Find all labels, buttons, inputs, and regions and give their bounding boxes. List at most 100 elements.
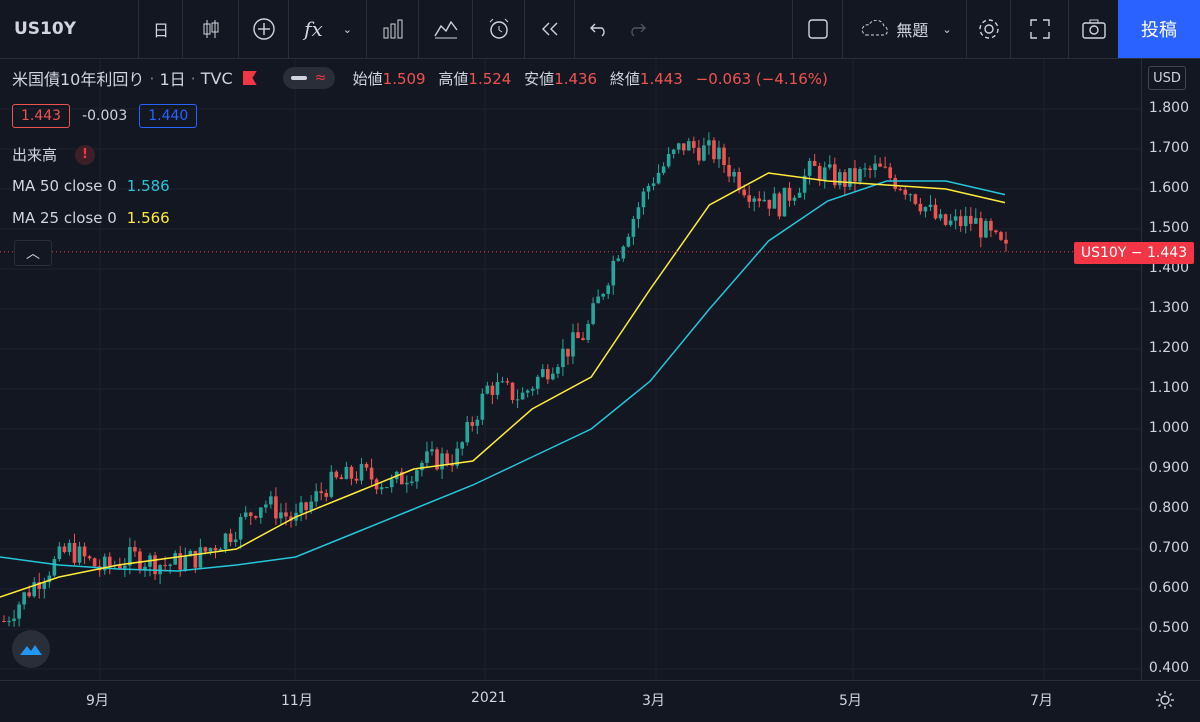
candle-body [480,393,485,420]
alarm-clock-icon [489,18,509,39]
candle-body [838,172,842,186]
price-tick: 1.000 [1148,420,1189,436]
candle-body [948,220,953,225]
publish-label: 投稿 [1141,20,1177,41]
candle-body [420,462,424,471]
ma50-label: MA 50 close 0 [12,177,117,195]
candle-body [586,323,590,340]
alerts-chart-button[interactable] [418,0,473,58]
tradingview-logo-button[interactable] [12,630,50,668]
candle-body [319,491,324,494]
flag-icon[interactable] [242,71,257,85]
price-tick: 0.800 [1148,500,1189,516]
candle-body [540,369,545,377]
price-tick: 0.900 [1148,460,1189,476]
candle-body [425,451,429,463]
candle-body [913,194,918,204]
candle-body [223,533,228,549]
candle-body [863,168,867,170]
price-axis[interactable]: 1.800 1.700 1.600 1.500 1.400 1.300 1.200 1.100… [1141,59,1200,680]
instrument-name: 米国債10年利回り [12,70,145,89]
candle-body [792,197,797,201]
price-tick: 0.700 [1148,540,1189,556]
settings-button[interactable] [966,0,1011,58]
templates-button[interactable] [366,0,419,58]
candle-body [198,547,203,568]
candle-body [233,539,238,543]
ma50-line [0,180,1006,572]
candle-body [299,502,303,513]
candle-body [389,479,394,488]
candle-body [52,559,57,576]
indicators-button[interactable]: fx ⌄ [288,0,367,58]
chevron-down-icon: ⌄ [942,22,952,36]
gear-icon [979,19,999,39]
select-tool-button[interactable] [792,0,843,58]
candle-body [973,218,978,224]
undo-icon [590,23,605,37]
candle-body [666,154,671,167]
time-axis[interactable]: 9月 11月 2021 3月 5月 7月 [0,680,1200,722]
visibility-toggle[interactable]: ≈ [282,67,335,89]
candle-body [42,582,47,589]
ohlc-values: 始値1.509 高値1.524 安値1.436 終値1.443 −0.063 (… [353,68,828,89]
alert-button[interactable] [472,0,525,58]
last-price-badge: US10Y − 1.443 [1074,242,1194,264]
bid-chip[interactable]: 1.443 [12,104,71,128]
candle-body [646,185,651,192]
candle-body [364,463,369,468]
candle-body [611,260,616,286]
currency-label: USD [1153,70,1181,86]
candle-body [812,160,817,166]
replay-button[interactable] [524,0,575,58]
candle-body [133,547,137,552]
ask-chip[interactable]: 1.440 [139,104,198,128]
candle-body [284,512,288,517]
axis-settings-button[interactable] [1152,687,1178,713]
publish-button[interactable]: 投稿 [1118,0,1200,58]
fullscreen-button[interactable] [1010,0,1069,58]
candle-body [802,175,807,193]
spread-value: -0.003 [82,108,128,124]
warning-icon[interactable]: ! [75,144,96,165]
undo-button[interactable] [574,0,623,58]
candle-body [435,449,439,470]
candle-body [918,203,923,212]
candle-body [334,471,339,478]
candle-body [102,556,107,571]
price-tick: 0.600 [1148,580,1189,596]
area-chart-icon [434,20,458,39]
candle-body [309,501,313,510]
chart-pane[interactable] [0,59,1141,680]
symbol-search[interactable]: US10Y [0,0,138,58]
candle-body [354,478,359,481]
candle-body [651,183,656,186]
symbol-label: US10Y [14,19,77,39]
price-chart[interactable] [0,59,1141,680]
candle-body [520,392,525,400]
candle-body [163,565,167,567]
chart-type-button[interactable] [182,0,239,58]
redo-button[interactable] [622,0,652,58]
candle-body [707,140,711,146]
candle-body [258,507,263,518]
candle-body [757,198,762,202]
candle-body [269,496,273,505]
interval-button[interactable]: 日 [138,0,183,58]
last-price-label: US10Y − 1.443 [1080,245,1188,261]
candle-body [62,546,67,553]
compare-button[interactable] [238,0,289,58]
candle-body [445,453,449,464]
candle-body [732,171,736,177]
layout-menu[interactable]: 無題 ⌄ [842,0,967,58]
candle-body [888,167,892,179]
candle-body [566,348,570,357]
candle-body [953,216,958,221]
candle-body [183,556,188,570]
currency-badge[interactable]: USD [1148,66,1186,90]
candle-body [369,467,374,480]
candle-body [304,502,308,510]
snapshot-button[interactable] [1068,0,1119,58]
collapse-legend-button[interactable]: ︿ [14,240,52,266]
candle-body [822,167,827,181]
